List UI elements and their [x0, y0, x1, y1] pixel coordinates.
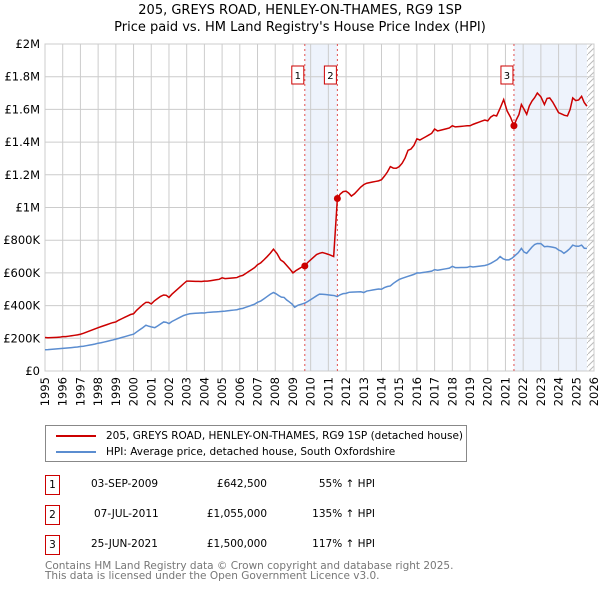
- transaction-marker: 2: [45, 505, 60, 525]
- transaction-hpi: 117% ↑ HPI: [312, 538, 375, 550]
- hpi-line: [44, 242, 587, 351]
- legend-swatch-property: [56, 435, 96, 437]
- transaction-date: 25-JUN-2021: [91, 538, 158, 550]
- x-tick-label: 2004: [197, 377, 211, 406]
- y-tick-label: £0: [25, 364, 40, 378]
- x-tick-label: 2013: [357, 377, 371, 406]
- chart-title: 205, GREYS ROAD, HENLEY-ON-THAMES, RG9 1…: [138, 3, 462, 18]
- y-tick-label: £2M: [15, 37, 40, 51]
- x-tick-label: 1999: [109, 377, 123, 406]
- x-tick-label: 2018: [445, 377, 459, 406]
- x-tick-label: 2003: [180, 377, 194, 406]
- x-tick-label: 2008: [268, 377, 282, 406]
- transaction-date: 07-JUL-2011: [94, 508, 159, 520]
- x-tick-label: 2020: [481, 377, 495, 406]
- x-tick-label: 2024: [552, 377, 566, 406]
- y-tick-label: £800K: [3, 233, 40, 247]
- y-tick-label: £1.6M: [4, 102, 40, 116]
- transaction-marker: 3: [45, 535, 60, 555]
- transaction-hpi: 135% ↑ HPI: [312, 508, 375, 520]
- x-tick-label: 2026: [587, 377, 600, 406]
- transaction-price: £1,055,000: [206, 508, 267, 520]
- transaction-row: 1 03-SEP-2009 £642,500 55% ↑ HPI: [45, 475, 445, 495]
- transaction-price: £1,500,000: [206, 538, 267, 550]
- sale-point: [301, 262, 309, 270]
- transaction-date: 03-SEP-2009: [91, 478, 159, 490]
- y-tick-label: £600K: [3, 266, 40, 280]
- chart-subtitle: Price paid vs. HM Land Registry's House …: [114, 20, 486, 35]
- sale-label: 2: [327, 71, 333, 82]
- y-tick-label: £1.2M: [4, 168, 40, 182]
- y-tick-label: £1.8M: [4, 70, 40, 84]
- x-tick-label: 2011: [321, 377, 335, 406]
- x-tick-label: 2023: [534, 377, 548, 406]
- x-tick-label: 2005: [215, 377, 229, 406]
- x-tick-label: 2015: [392, 377, 406, 406]
- legend-item-property: 205, GREYS ROAD, HENLEY-ON-THAMES, RG9 1…: [56, 428, 463, 444]
- sale-point: [333, 195, 341, 203]
- legend-swatch-hpi: [56, 451, 96, 453]
- x-tick-label: 2016: [410, 377, 424, 406]
- transaction-price: £642,500: [216, 478, 267, 490]
- x-tick-label: 2010: [304, 377, 318, 406]
- legend-item-hpi: HPI: Average price, detached house, Sout…: [56, 444, 395, 460]
- y-tick-label: £1M: [15, 201, 40, 215]
- x-tick-label: 2002: [162, 377, 176, 406]
- x-tick-label: 2012: [339, 377, 353, 406]
- footer-copyright: Contains HM Land Registry data © Crown c…: [45, 560, 454, 572]
- transaction-marker: 1: [45, 475, 60, 495]
- legend-label-property: 205, GREYS ROAD, HENLEY-ON-THAMES, RG9 1…: [106, 430, 463, 442]
- transaction-hpi: 55% ↑ HPI: [318, 478, 375, 490]
- property-price-line: [44, 91, 588, 339]
- x-tick-label: 1995: [38, 377, 52, 406]
- footer: Contains HM Land Registry data © Crown c…: [45, 560, 454, 582]
- transaction-row: 2 07-JUL-2011 £1,055,000 135% ↑ HPI: [45, 505, 445, 525]
- x-tick-label: 2007: [251, 377, 265, 406]
- x-tick-label: 1997: [73, 377, 87, 406]
- legend: 205, GREYS ROAD, HENLEY-ON-THAMES, RG9 1…: [45, 425, 467, 462]
- x-tick-label: 2014: [374, 377, 388, 406]
- sale-label-box: [500, 65, 514, 85]
- plot-border: [44, 43, 595, 372]
- x-tick-label: 2021: [498, 377, 512, 406]
- x-tick-label: 2009: [286, 377, 300, 406]
- x-tick-label: 2025: [569, 377, 583, 406]
- x-tick-label: 1996: [56, 377, 70, 406]
- x-tick-label: 2017: [428, 377, 442, 406]
- x-tick-label: 2022: [516, 377, 530, 406]
- x-tick-label: 2006: [233, 377, 247, 406]
- sale-point: [510, 122, 518, 130]
- sale-label: 3: [504, 71, 510, 82]
- price-chart: 1995 1996 1997 1998 1999 2000 2001 2002 2003 2004…: [3, 37, 600, 406]
- x-tick-label: 2001: [144, 377, 158, 406]
- sale-label-box: [323, 65, 337, 85]
- sale-label-box: [291, 65, 305, 85]
- legend-label-hpi: HPI: Average price, detached house, Sout…: [106, 446, 396, 458]
- footer-licence: This data is licensed under the Open Gov…: [45, 570, 380, 582]
- x-tick-label: 1998: [91, 377, 105, 406]
- x-tick-label: 2019: [463, 377, 477, 406]
- y-tick-label: £400K: [3, 299, 40, 313]
- x-tick-label: 2000: [127, 377, 141, 406]
- y-tick-label: £1.4M: [4, 135, 40, 149]
- transaction-row: 3 25-JUN-2021 £1,500,000 117% ↑ HPI: [45, 535, 445, 555]
- y-tick-label: £200K: [3, 331, 40, 345]
- sale-label: 1: [295, 71, 301, 82]
